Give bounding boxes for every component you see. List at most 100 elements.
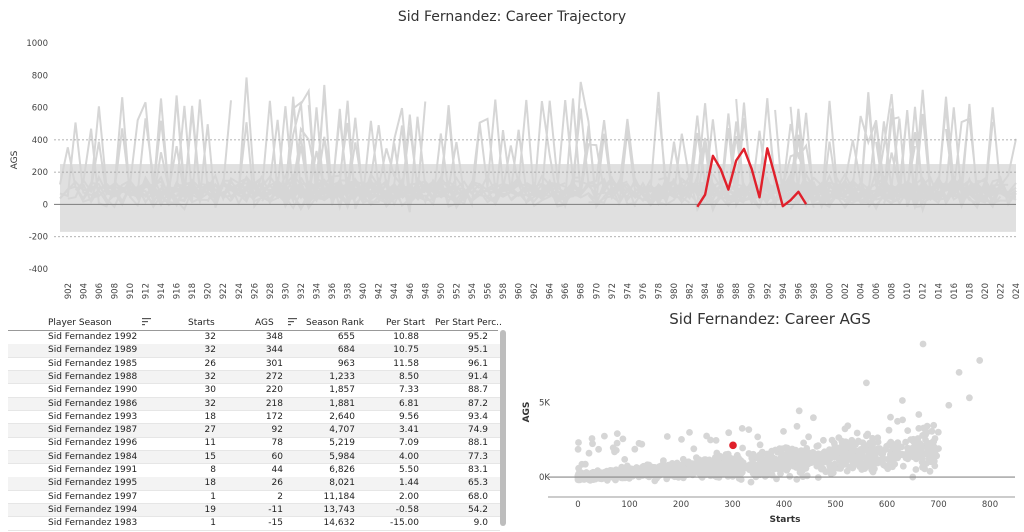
- scatter-x-axis-label: Starts: [770, 515, 801, 525]
- table-row[interactable]: Sid Fernandez 1985 26 301 963 11.58 96.1: [8, 358, 500, 372]
- sort-icon[interactable]: [142, 317, 151, 326]
- scatter-point: [931, 435, 939, 442]
- header-per-start[interactable]: Per Start: [386, 318, 426, 328]
- scatter-point: [609, 469, 617, 477]
- table-row[interactable]: Sid Fernandez 1993 18 172 2,640 9.56 93.4: [8, 411, 500, 425]
- scatter-point: [669, 463, 677, 471]
- table-row[interactable]: Sid Fernandez 1984 15 60 5,984 4.00 77.3: [8, 450, 500, 465]
- cell-player: Sid Fernandez 1990: [48, 385, 138, 396]
- scatter-point: [695, 469, 702, 477]
- scatter-point: [788, 445, 796, 453]
- table-row[interactable]: Sid Fernandez 1989 32 344 684 10.75 95.1: [8, 344, 500, 358]
- scatter-point: [755, 455, 763, 463]
- scatter-point: [649, 468, 656, 476]
- scatter-point: [777, 460, 784, 468]
- cell-per_start: 4.00: [398, 451, 419, 462]
- scatter-point: [799, 455, 806, 463]
- table-row[interactable]: Sid Fernandez 1990 30 220 1,857 7.33 88.7: [8, 384, 500, 398]
- scatter-point: [858, 449, 866, 456]
- scatter-point: [884, 465, 892, 473]
- table-row[interactable]: Sid Fernandez 1986 32 218 1,881 6.81 87.2: [8, 397, 500, 411]
- table-row[interactable]: Sid Fernandez 1995 18 26 8,021 1.44 65.3: [8, 477, 500, 491]
- x-tick-label: 1974: [623, 283, 633, 300]
- scatter-point: [835, 456, 843, 463]
- scatter-point: [610, 473, 617, 481]
- scatter-point: [926, 453, 933, 460]
- scatter-point: [879, 454, 887, 462]
- scatter-point: [688, 465, 696, 473]
- cell-starts: 32: [204, 398, 216, 409]
- scatter-point: [575, 472, 583, 480]
- scatter-point: [644, 469, 652, 477]
- scatter-point: [927, 458, 935, 466]
- scatter-point: [710, 472, 718, 480]
- scatter-point: [652, 464, 659, 471]
- table-row[interactable]: Sid Fernandez 1994 19 -11 13,743 -0.58 54.2: [8, 503, 500, 518]
- scatter-point: [747, 465, 755, 473]
- scatter-point: [847, 454, 854, 462]
- scatter-point: [616, 469, 623, 477]
- scatter-point: [585, 473, 592, 481]
- scatter-point: [608, 467, 616, 475]
- table-row[interactable]: Sid Fernandez 1988 32 272 1,233 8.50 91.4: [8, 370, 500, 385]
- scatter-point: [750, 462, 758, 470]
- scatter-point: [604, 471, 612, 479]
- scatter-point: [689, 471, 697, 479]
- header-per-start-percentile[interactable]: Per Start Perc..: [435, 318, 502, 328]
- table-row[interactable]: Sid Fernandez 1987 27 92 4,707 3.41 74.9: [8, 424, 500, 438]
- scatter-point: [907, 436, 915, 443]
- header-ags[interactable]: AGS: [255, 318, 274, 328]
- scatter-point: [780, 428, 787, 435]
- header-season-rank[interactable]: Season Rank: [306, 318, 365, 328]
- scatter-point: [616, 467, 623, 474]
- header-starts[interactable]: Starts: [188, 318, 215, 328]
- scatter-point: [721, 460, 728, 467]
- scatter-point: [774, 465, 781, 472]
- scatter-point: [856, 460, 863, 468]
- scatter-point: [678, 462, 686, 470]
- scatter-x-tick: 400: [776, 500, 792, 510]
- scatter-point: [631, 469, 639, 476]
- scatter-point: [672, 465, 679, 473]
- scatter-point: [602, 468, 610, 476]
- seasons-table: Player Season Starts AGS Season Rank Per…: [8, 316, 508, 532]
- scatter-point: [836, 444, 844, 452]
- table-row[interactable]: Sid Fernandez 1991 8 44 6,826 5.50 83.1: [8, 464, 500, 478]
- scatter-point: [593, 473, 601, 481]
- table-row[interactable]: Sid Fernandez 1983 1 -15 14,632 -15.00 9.0: [8, 517, 500, 531]
- scatter-point: [913, 449, 920, 456]
- scatter-point: [636, 469, 644, 477]
- scatter-point: [644, 468, 652, 475]
- scatter-point: [605, 469, 613, 477]
- scatter-point: [576, 474, 584, 482]
- scatter-point: [606, 470, 613, 478]
- scatter-point: [582, 469, 590, 477]
- table-scrollbar[interactable]: [500, 330, 506, 526]
- scatter-point: [669, 464, 677, 471]
- table-row[interactable]: Sid Fernandez 1992 32 348 655 10.88 95.2: [8, 331, 500, 345]
- scatter-point: [684, 459, 692, 467]
- sort-icon[interactable]: [288, 317, 297, 326]
- scatter-point: [636, 467, 644, 475]
- table-row[interactable]: Sid Fernandez 1996 11 78 5,219 7.09 88.1: [8, 437, 500, 451]
- scatter-point: [609, 444, 617, 452]
- scatter-point: [591, 471, 599, 478]
- scatter-point: [716, 461, 723, 469]
- scatter-point: [592, 470, 600, 478]
- scatter-point: [916, 440, 924, 447]
- cell-ags: 218: [265, 398, 283, 409]
- header-player-season[interactable]: Player Season: [48, 318, 112, 328]
- scatter-point: [615, 472, 623, 480]
- scatter-point: [598, 470, 606, 478]
- scatter-point: [825, 448, 832, 455]
- scatter-point: [608, 467, 616, 475]
- scatter-point: [780, 452, 787, 460]
- table-row[interactable]: Sid Fernandez 1997 1 2 11,184 2.00 68.0: [8, 491, 500, 505]
- scatter-point: [831, 463, 839, 471]
- scatter-point: [898, 450, 906, 458]
- scatter-point: [783, 444, 791, 452]
- scatter-point: [595, 472, 603, 480]
- scatter-point: [930, 438, 938, 445]
- scatter-point: [602, 473, 610, 481]
